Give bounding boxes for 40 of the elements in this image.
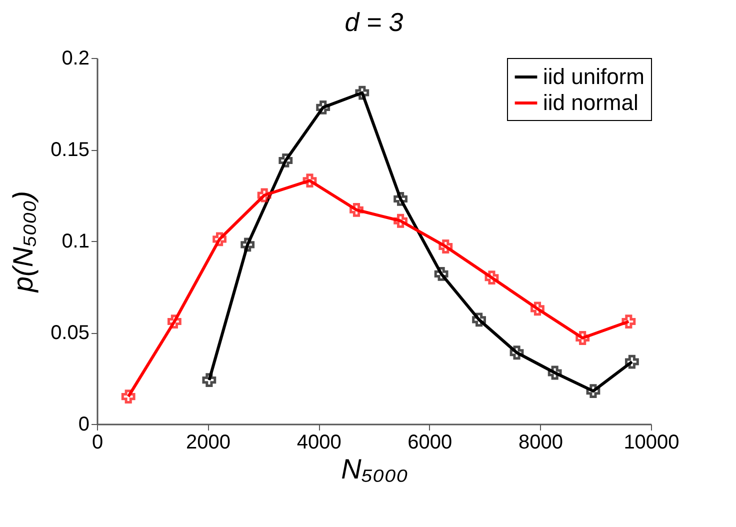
point — [576, 331, 590, 345]
point — [510, 346, 524, 360]
point — [302, 174, 317, 188]
point — [586, 384, 600, 398]
point — [350, 202, 364, 217]
legend-label: iid normal — [543, 90, 638, 115]
y-axis-title: p(N₅₀₀₀) — [8, 190, 39, 294]
chart-title: d = 3 — [344, 7, 404, 37]
point — [240, 238, 255, 252]
x-tick-label: 8000 — [518, 432, 563, 454]
y-tick-label: 0.2 — [62, 48, 90, 70]
point — [316, 100, 330, 114]
point — [438, 240, 453, 254]
y-tick-label: 0 — [78, 414, 90, 436]
point — [548, 366, 562, 380]
x-axis-title: N₅₀₀₀ — [341, 454, 408, 484]
x-tick-label: 2000 — [186, 432, 231, 454]
y-tick-label: 0.05 — [50, 322, 90, 344]
x-tick-label: 6000 — [408, 432, 452, 454]
point — [394, 214, 408, 228]
point — [257, 188, 272, 202]
legend-label: iid uniform — [543, 64, 644, 89]
x-tick-label: 10000 — [624, 432, 680, 454]
point — [622, 314, 636, 328]
x-tick-label: 0 — [92, 432, 104, 454]
point — [472, 312, 486, 327]
point — [355, 86, 370, 100]
point — [121, 390, 136, 404]
point — [394, 192, 408, 206]
point — [202, 373, 216, 388]
point — [624, 354, 639, 369]
point — [484, 270, 499, 285]
point — [212, 232, 226, 246]
point — [278, 154, 293, 168]
point — [434, 266, 448, 281]
y-tick-label: 0.15 — [50, 139, 90, 161]
point — [530, 302, 544, 316]
x-tick-label: 4000 — [296, 432, 342, 454]
point — [168, 314, 182, 328]
y-tick-label: 0.1 — [62, 230, 90, 252]
